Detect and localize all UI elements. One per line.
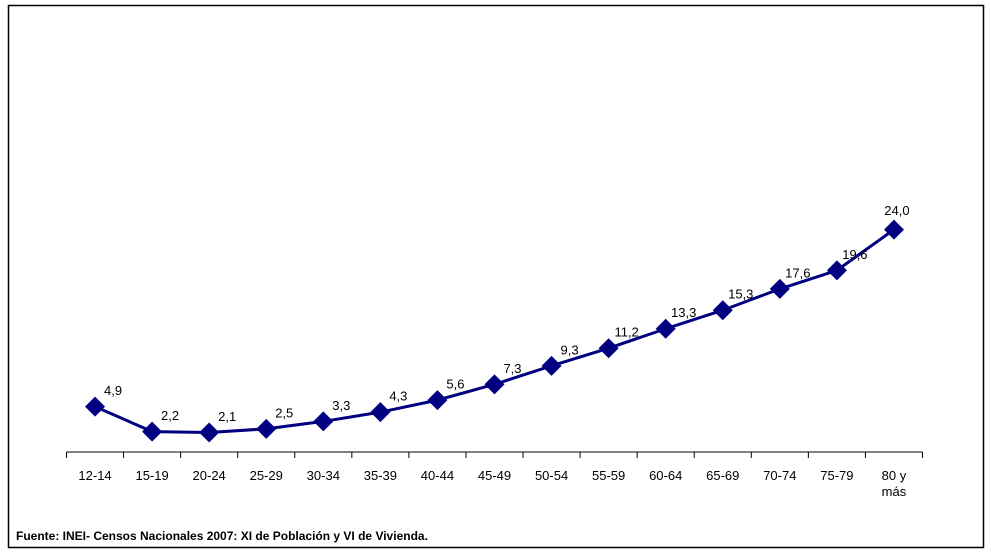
x-tick-label: 80 y más	[881, 468, 907, 499]
data-label: 2,1	[218, 409, 236, 424]
marker	[883, 219, 904, 240]
data-label: 5,6	[446, 377, 464, 392]
x-tick-label: 45-49	[477, 468, 512, 483]
x-tick-label: 40-44	[420, 468, 455, 483]
data-label: 9,3	[561, 342, 579, 357]
x-tick-label: 15-19	[135, 468, 169, 483]
marker	[484, 374, 505, 395]
marker	[541, 355, 562, 376]
x-tick-label: 75-79	[820, 468, 854, 483]
data-label: 4,3	[389, 389, 407, 404]
data-label: 2,2	[161, 408, 179, 423]
x-tick-label: 30-34	[306, 468, 340, 483]
marker	[427, 390, 448, 411]
marker	[826, 260, 847, 281]
x-tick-label: 60-64	[649, 468, 683, 483]
data-label: 24,0	[884, 203, 909, 218]
marker	[769, 278, 790, 299]
data-label: 7,3	[503, 361, 521, 376]
marker	[598, 338, 619, 359]
data-label: 13,3	[671, 305, 696, 320]
x-tick-label: 12-14	[78, 468, 112, 483]
data-label: 4,9	[104, 383, 122, 398]
data-label: 2,5	[275, 405, 293, 420]
source-note: Fuente: INEI- Censos Nacionales 2007: XI…	[16, 529, 428, 543]
marker	[313, 411, 334, 432]
data-label: 19,6	[842, 247, 867, 262]
x-tick-label: 50-54	[534, 468, 569, 483]
marker	[142, 421, 163, 442]
marker	[256, 418, 277, 439]
x-tick-label: 65-69	[706, 468, 740, 483]
marker	[85, 396, 106, 417]
data-label: 3,3	[332, 398, 350, 413]
marker	[370, 402, 391, 423]
chart-border	[7, 4, 985, 549]
line	[94, 228, 895, 435]
x-tick-label: 20-24	[192, 468, 226, 483]
data-label: 11,2	[614, 325, 638, 340]
x-tick-label: 35-39	[363, 468, 397, 483]
x-tick-label: 55-59	[592, 468, 626, 483]
x-tick-label: 70-74	[763, 468, 797, 483]
marker	[199, 422, 220, 443]
data-label: 17,6	[785, 265, 810, 280]
marker	[655, 318, 676, 339]
marker	[712, 300, 733, 321]
data-label: 15,3	[728, 287, 753, 302]
x-tick-label: 25-29	[249, 468, 283, 483]
